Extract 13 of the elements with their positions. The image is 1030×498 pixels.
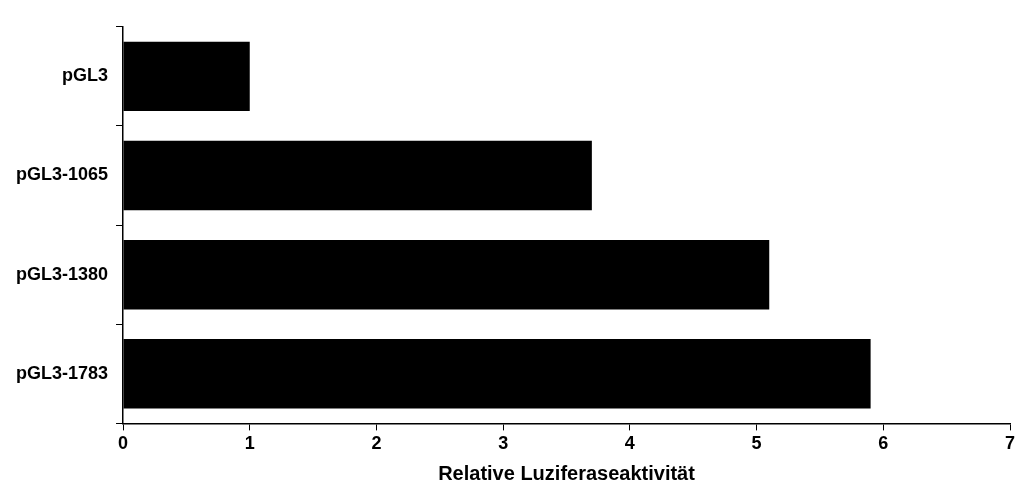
y-tick-label: pGL3 [62, 65, 109, 86]
x-axis-title: Relative Luziferaseaktivität [438, 461, 696, 484]
x-tick-label: 7 [1004, 433, 1016, 454]
x-tick-label: 5 [751, 433, 762, 454]
x-tick-label: 1 [244, 433, 255, 454]
x-tick-label: 3 [498, 433, 509, 454]
x-tick-label: 0 [118, 433, 129, 454]
x-tick-label: 6 [878, 433, 889, 454]
x-tick-label: 2 [371, 433, 382, 454]
y-tick-label: pGL3-1065 [15, 164, 109, 185]
x-tick-label: 4 [624, 433, 635, 454]
y-tick-label: pGL3-1380 [15, 263, 109, 284]
y-tick-label: pGL3-1783 [15, 362, 109, 383]
